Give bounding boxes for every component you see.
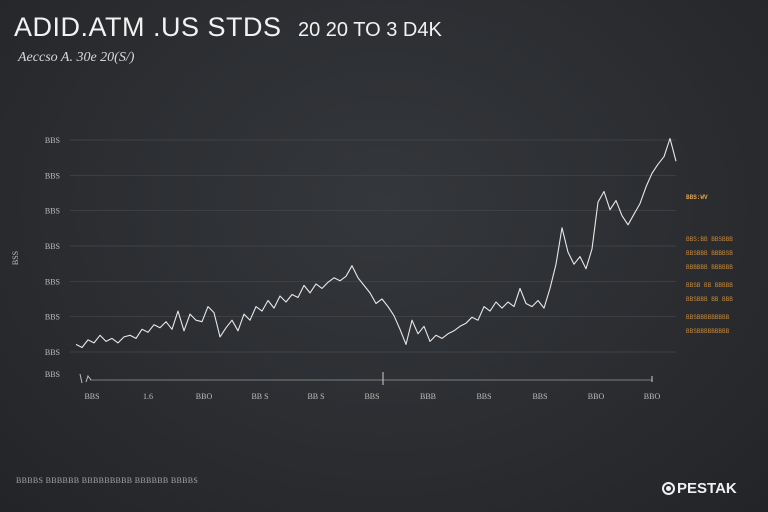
brand-logo: PESTAK — [662, 480, 737, 497]
chart-date-range: 20 20 TO 3 D4K — [297, 19, 442, 41]
y-tick-label: BBS — [45, 313, 60, 322]
legend-entry: BBSBBBBBBBBB — [686, 328, 730, 335]
x-tick-label: BBO — [196, 392, 213, 401]
chart-subtitle: Aeccso A. 30e 20(S/) — [18, 50, 135, 65]
legend-entry: BBSBBB BB BBB — [686, 296, 733, 303]
x-tick-label: BBS — [364, 392, 379, 401]
legend-entry: BBSB BB BBBBB — [686, 282, 733, 289]
x-tick-label: BBS — [84, 392, 99, 401]
x-tick-label: BBO — [588, 392, 605, 401]
x-axis-start-marker — [79, 373, 92, 384]
chart-title: ADID.ATM .US STDS — [14, 12, 282, 42]
y-tick-label: BBS — [45, 136, 60, 145]
x-tick-label: BBS — [532, 392, 547, 401]
brand-name: PESTAK — [677, 480, 737, 497]
y-axis-label: BSS — [11, 251, 20, 265]
y-tick-label: BBS — [45, 207, 60, 216]
legend-heading: BBS:WV — [686, 194, 708, 201]
legend-entry: BBSBBBBBBBBB — [686, 314, 730, 321]
y-tick-label: BBS — [45, 277, 60, 286]
circle-logo-icon — [662, 482, 675, 495]
x-tick-label: BB S — [251, 392, 268, 401]
series-line — [75, 137, 677, 349]
legend-entry: BBS:BB BBSBBB — [686, 236, 733, 243]
x-tick-label: BBO — [644, 392, 661, 401]
y-tick-label: BBS — [45, 171, 60, 180]
x-tick-label: BBS — [476, 392, 491, 401]
x-tick-label: 1.6 — [143, 392, 153, 401]
chart-title-row: ADID.ATM .US STDS 20 20 TO 3 D4K — [14, 12, 442, 43]
y-tick-label: BBS — [45, 348, 60, 357]
x-tick-label: BB S — [307, 392, 324, 401]
legend-entry: BBSBBB BBBBSB — [686, 250, 733, 257]
legend-entry: BBBBBB BBBBBB — [686, 264, 733, 271]
legend-panel: BBS:WV BBS:BB BBSBBB BBSBBB BBBBSB BBBBB… — [686, 194, 752, 342]
x-tick-label: BBB — [420, 392, 436, 401]
y-tick-label: BBS — [45, 242, 60, 251]
x-axis-origin-label: BBS — [45, 370, 60, 379]
footnote: BBBBS BBBBBB BBBBBBBBB BBBBBB BBBBS — [16, 476, 199, 485]
